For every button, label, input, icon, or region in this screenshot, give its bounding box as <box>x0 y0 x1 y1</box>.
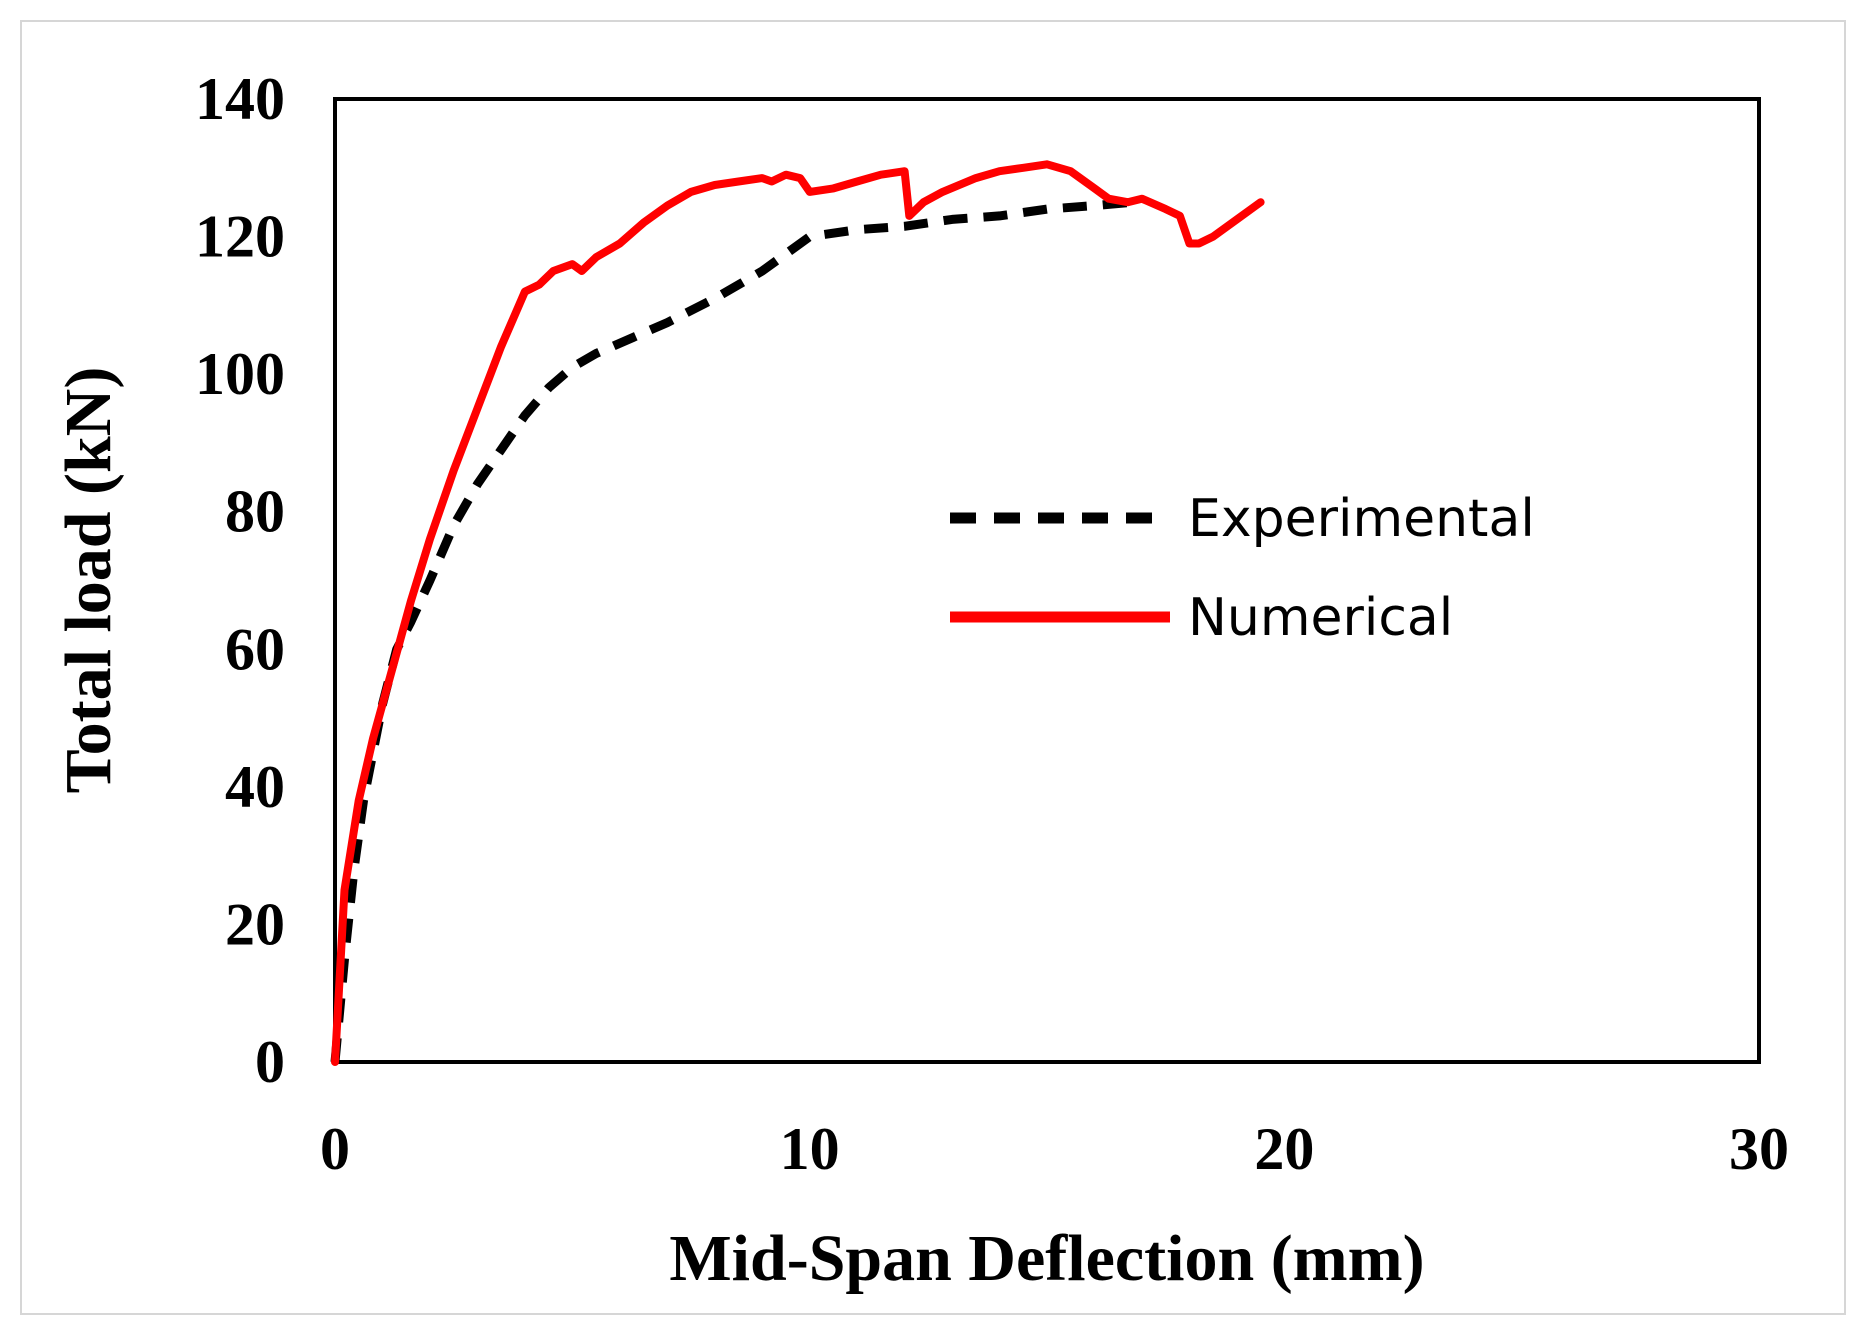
y-axis-title: Total load (kN) <box>52 367 125 794</box>
series-line-numerical <box>331 160 1265 1066</box>
series-layer <box>330 160 1265 1066</box>
y-tick-label: 0 <box>255 1029 285 1095</box>
y-axis-ticks: 0 20 40 60 80 100 120 140 <box>195 66 285 1095</box>
x-axis-title: Mid-Span Deflection (mm) <box>669 1222 1424 1295</box>
plot-area <box>333 97 1761 1064</box>
legend-label-experimental: Experimental <box>1188 489 1535 549</box>
y-tick-label: 20 <box>225 891 285 957</box>
x-tick-label: 30 <box>1729 1116 1789 1182</box>
y-tick-label: 80 <box>225 479 285 545</box>
y-tick-label: 140 <box>195 66 285 132</box>
x-tick-label: 10 <box>780 1116 840 1182</box>
x-tick-label: 0 <box>320 1116 350 1182</box>
x-tick-label: 20 <box>1254 1116 1314 1182</box>
legend: Experimental Numerical <box>950 489 1535 648</box>
x-axis-ticks: 0 10 20 30 <box>320 1116 1789 1182</box>
y-tick-label: 100 <box>195 341 285 407</box>
legend-label-numerical: Numerical <box>1188 588 1453 648</box>
y-tick-label: 60 <box>225 616 285 682</box>
y-tick-label: 40 <box>225 754 285 820</box>
y-tick-label: 120 <box>195 204 285 270</box>
